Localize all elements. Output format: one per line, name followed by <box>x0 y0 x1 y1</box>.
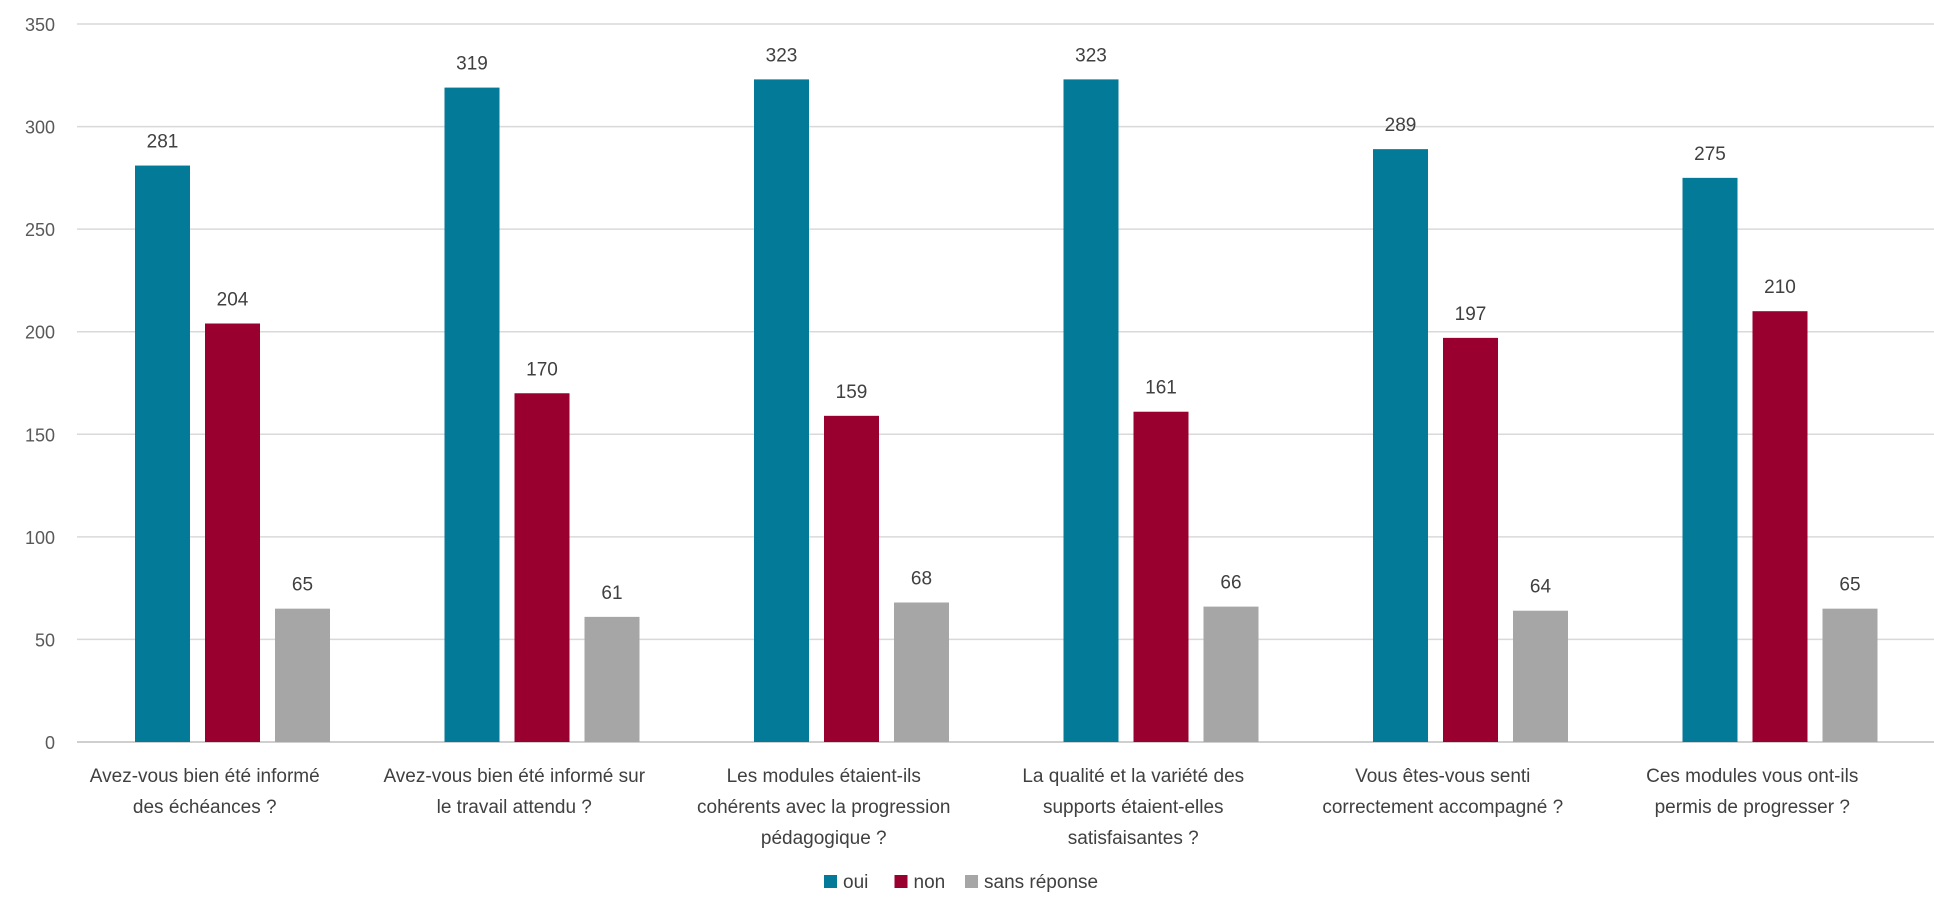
bar-oui <box>444 87 500 742</box>
bar-non <box>205 323 260 742</box>
bar-sans-réponse <box>1203 606 1259 742</box>
y-tick-label: 350 <box>25 15 55 35</box>
bar-non <box>1752 311 1808 742</box>
data-label: 289 <box>1385 115 1417 136</box>
data-label: 319 <box>456 54 488 75</box>
bar-oui <box>135 165 190 742</box>
y-tick-label: 50 <box>35 630 55 650</box>
bar-sans-réponse <box>275 608 330 742</box>
x-tick-label: Avez-vous bien été informé des échéances … <box>90 766 320 818</box>
data-label: 65 <box>292 575 313 596</box>
data-label: 61 <box>601 583 622 604</box>
bar-non <box>1133 411 1189 742</box>
x-tick-label: Avez-vous bien été informé sur le travail… <box>383 766 645 818</box>
bar-sans-réponse <box>1822 608 1878 742</box>
x-tick-label: Vous êtes-vous senti correctement accompa… <box>1322 766 1563 818</box>
data-label: 68 <box>911 569 932 590</box>
legend-swatch <box>894 875 908 888</box>
y-tick-label: 150 <box>25 425 55 445</box>
legend-label: sans réponse <box>984 872 1098 893</box>
legend-swatch <box>824 875 837 888</box>
legend: oui non sans réponse <box>824 872 1098 893</box>
data-label: 323 <box>766 45 798 66</box>
data-label: 281 <box>147 132 179 153</box>
x-tick-label: La qualité et la variété des supports éta… <box>1022 766 1244 849</box>
data-label: 159 <box>836 382 868 403</box>
y-tick-label: 200 <box>25 323 55 343</box>
data-label: 66 <box>1220 573 1241 594</box>
legend-label: oui <box>843 872 868 893</box>
y-tick-label: 0 <box>45 733 55 753</box>
data-label: 170 <box>526 359 558 380</box>
data-label: 161 <box>1145 378 1177 399</box>
y-tick-label: 100 <box>25 528 55 548</box>
x-tick-label: Ces modules vous ont-ils permis de progre… <box>1646 766 1858 818</box>
bar-sans-réponse <box>1513 610 1568 742</box>
bars <box>135 79 1878 743</box>
data-label: 275 <box>1694 144 1726 165</box>
data-label: 204 <box>217 290 249 311</box>
bar-non <box>1443 337 1498 742</box>
bar-non <box>514 393 570 742</box>
bar-oui <box>1682 177 1738 742</box>
gridlines <box>77 23 1934 743</box>
bar-sans-réponse <box>894 602 949 742</box>
data-labels: 281 319 323 323 289 275 204 170 159 161 197 210 65 61… <box>147 45 1861 603</box>
x-axis: Avez-vous bien été informé des échéances … <box>90 766 1859 849</box>
legend-swatch <box>965 875 978 888</box>
y-tick-label: 250 <box>25 220 55 240</box>
data-label: 65 <box>1839 575 1860 596</box>
y-axis: 0 50 100 150 200 250 300 350 <box>25 15 55 753</box>
bar-non <box>824 415 879 742</box>
bar-sans-réponse <box>584 616 640 742</box>
data-label: 323 <box>1075 45 1107 66</box>
bar-oui <box>1373 149 1428 742</box>
bar-oui <box>754 79 809 743</box>
data-label: 197 <box>1455 304 1487 325</box>
data-label: 210 <box>1764 277 1796 298</box>
data-label: 64 <box>1530 577 1552 598</box>
legend-label: non <box>914 872 946 893</box>
y-tick-label: 300 <box>25 118 55 138</box>
bar-oui <box>1063 79 1119 743</box>
x-tick-label: Les modules étaient-ils cohérents avec la… <box>697 766 950 849</box>
